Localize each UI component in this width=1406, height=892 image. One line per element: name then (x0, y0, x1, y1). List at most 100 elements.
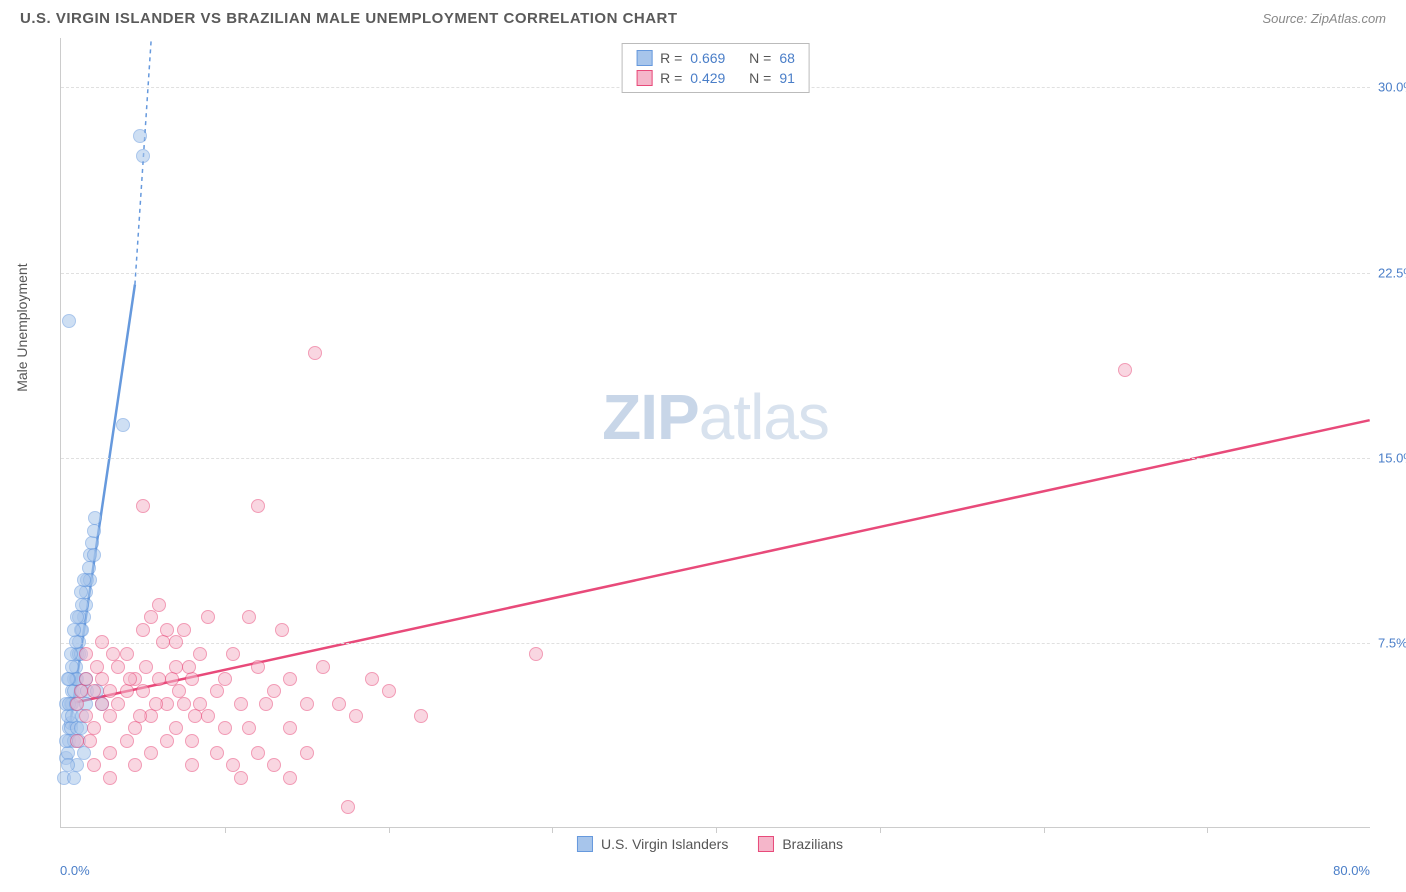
r-value-1: 0.429 (690, 70, 725, 86)
data-point (177, 697, 191, 711)
data-point (283, 771, 297, 785)
data-point (88, 511, 102, 525)
data-point (133, 709, 147, 723)
watermark-bold: ZIP (602, 381, 699, 453)
data-point (136, 623, 150, 637)
data-point (90, 660, 104, 674)
swatch-icon (636, 70, 652, 86)
data-point (300, 697, 314, 711)
n-label: N = (749, 50, 771, 66)
data-point (259, 697, 273, 711)
data-point (185, 672, 199, 686)
x-tick (225, 827, 226, 833)
data-point (300, 746, 314, 760)
y-axis-label: Male Unemployment (14, 263, 30, 391)
data-point (172, 684, 186, 698)
x-tick (1044, 827, 1045, 833)
data-point (308, 346, 322, 360)
data-point (103, 771, 117, 785)
data-point (128, 758, 142, 772)
data-point (61, 758, 75, 772)
data-point (283, 672, 297, 686)
chart-container: Male Unemployment ZIPatlas R = 0.669 N =… (40, 38, 1380, 858)
data-point (103, 746, 117, 760)
watermark-light: atlas (699, 381, 829, 453)
data-point (111, 697, 125, 711)
data-point (152, 598, 166, 612)
n-value-0: 68 (779, 50, 795, 66)
swatch-icon (636, 50, 652, 66)
data-point (87, 758, 101, 772)
x-tick (389, 827, 390, 833)
data-point (64, 647, 78, 661)
data-point (133, 129, 147, 143)
data-point (103, 709, 117, 723)
data-point (152, 672, 166, 686)
x-axis-max-label: 80.0% (1333, 863, 1370, 878)
data-point (316, 660, 330, 674)
gridline (61, 273, 1370, 274)
data-point (185, 758, 199, 772)
x-tick (1207, 827, 1208, 833)
data-point (188, 709, 202, 723)
data-point (242, 721, 256, 735)
data-point (77, 573, 91, 587)
r-value-0: 0.669 (690, 50, 725, 66)
data-point (234, 697, 248, 711)
legend-label-1: Brazilians (782, 836, 843, 852)
data-point (349, 709, 363, 723)
data-point (149, 697, 163, 711)
data-point (160, 734, 174, 748)
data-point (74, 585, 88, 599)
data-point (95, 635, 109, 649)
data-point (169, 721, 183, 735)
data-point (87, 548, 101, 562)
data-point (70, 610, 84, 624)
data-point (62, 314, 76, 328)
data-point (414, 709, 428, 723)
data-point (201, 610, 215, 624)
gridline (61, 458, 1370, 459)
data-point (267, 758, 281, 772)
legend-label-0: U.S. Virgin Islanders (601, 836, 728, 852)
trend-lines (61, 38, 1370, 827)
stats-row-1: R = 0.429 N = 91 (636, 68, 795, 88)
data-point (251, 746, 265, 760)
data-point (332, 697, 346, 711)
data-point (120, 734, 134, 748)
data-point (210, 746, 224, 760)
x-axis-min-label: 0.0% (60, 863, 90, 878)
data-point (139, 660, 153, 674)
data-point (74, 684, 88, 698)
swatch-icon (758, 836, 774, 852)
data-point (116, 418, 130, 432)
stats-legend: R = 0.669 N = 68 R = 0.429 N = 91 (621, 43, 810, 93)
data-point (106, 647, 120, 661)
data-point (201, 709, 215, 723)
data-point (156, 635, 170, 649)
data-point (136, 149, 150, 163)
data-point (275, 623, 289, 637)
data-point (87, 524, 101, 538)
data-point (70, 734, 84, 748)
r-label: R = (660, 70, 682, 86)
data-point (79, 647, 93, 661)
swatch-icon (577, 836, 593, 852)
data-point (177, 623, 191, 637)
data-point (242, 610, 256, 624)
series-legend: U.S. Virgin Islanders Brazilians (577, 836, 843, 852)
data-point (210, 684, 224, 698)
data-point (1118, 363, 1132, 377)
data-point (218, 721, 232, 735)
data-point (267, 684, 281, 698)
data-point (218, 672, 232, 686)
data-point (83, 734, 97, 748)
r-label: R = (660, 50, 682, 66)
data-point (529, 647, 543, 661)
plot-area: ZIPatlas R = 0.669 N = 68 R = 0.429 N = … (60, 38, 1370, 828)
data-point (111, 660, 125, 674)
data-point (251, 499, 265, 513)
data-point (120, 647, 134, 661)
data-point (120, 684, 134, 698)
data-point (251, 660, 265, 674)
